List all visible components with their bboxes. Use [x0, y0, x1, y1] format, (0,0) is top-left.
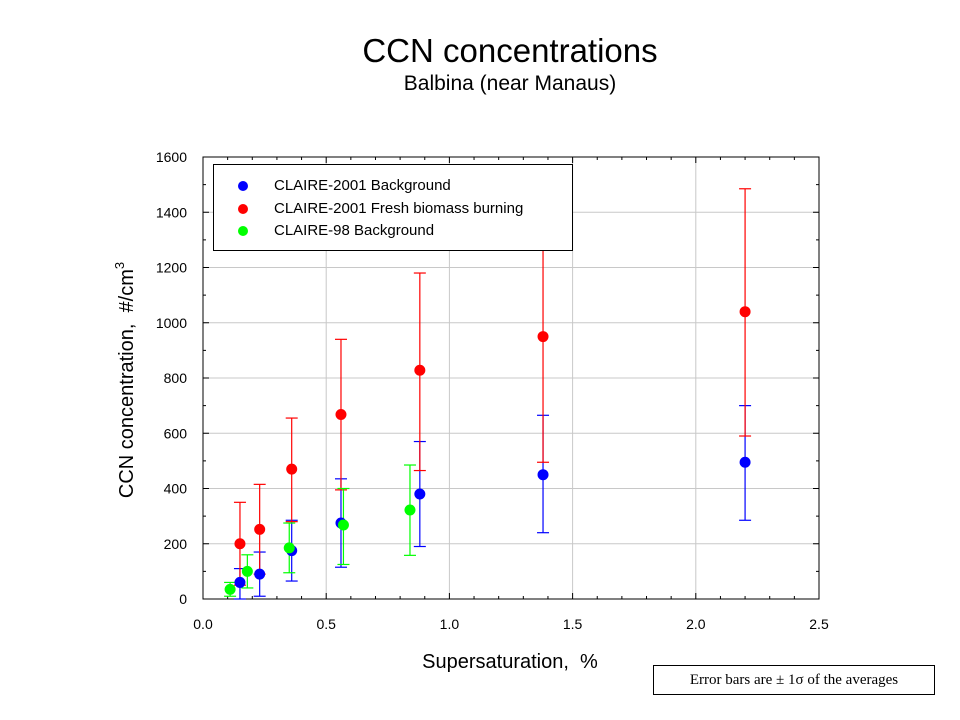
y-tick-label-2: 400	[164, 481, 188, 497]
legend-item-1: CLAIRE-2001 Fresh biomass burning	[214, 198, 572, 220]
legend-label-2: CLAIRE-98 Background	[274, 222, 435, 239]
x-tick-label-4: 2.0	[686, 616, 706, 632]
x-tick-label-5: 2.5	[809, 616, 829, 632]
y-axis-label-superscript: 3	[112, 262, 127, 269]
legend-label-1: CLAIRE-2001 Fresh biomass burning	[274, 200, 524, 217]
data-point-s0-p0	[234, 576, 246, 588]
data-point-s1-p4	[414, 364, 426, 376]
data-point-s0-p6	[739, 456, 751, 468]
chart-subtitle: Balbina (near Manaus)	[403, 72, 617, 95]
y-axis-label-text: CCN concentration, #/cm	[116, 269, 138, 498]
chart-title: CCN concentrations	[362, 32, 658, 69]
x-axis-label: Supersaturation, %	[422, 651, 598, 673]
data-point-s2-p1	[241, 565, 253, 577]
data-point-s1-p6	[739, 306, 751, 318]
legend-label-0: CLAIRE-2001 Background	[274, 177, 451, 194]
data-point-s2-p0	[224, 583, 236, 595]
data-point-s0-p5	[537, 469, 549, 481]
data-point-s1-p0	[234, 538, 246, 550]
y-tick-label-1: 200	[164, 536, 188, 552]
data-point-s2-p3	[337, 519, 349, 531]
data-point-s2-p4	[404, 504, 416, 516]
y-tick-label-5: 1000	[156, 315, 187, 331]
y-tick-label-3: 600	[164, 425, 188, 441]
y-tick-label-8: 1600	[156, 149, 187, 165]
legend-item-0: CLAIRE-2001 Background	[214, 175, 572, 197]
data-point-s2-p2	[283, 542, 295, 554]
y-axis-label: CCN concentration, #/cm3	[112, 262, 138, 498]
x-tick-label-0: 0.0	[193, 616, 213, 632]
x-tick-label-1: 0.5	[316, 616, 336, 632]
x-tick-label-2: 1.0	[440, 616, 460, 632]
legend-marker-2	[238, 226, 248, 236]
legend-marker-1	[238, 204, 248, 214]
legend-item-2: CLAIRE-98 Background	[214, 220, 572, 242]
y-tick-label-0: 0	[179, 591, 187, 607]
data-point-s1-p3	[335, 408, 347, 420]
data-point-s1-p1	[254, 523, 266, 535]
data-point-s1-p2	[286, 463, 298, 475]
y-tick-label-4: 800	[164, 370, 188, 386]
y-tick-label-6: 1200	[156, 260, 187, 276]
chart-legend: CLAIRE-2001 Background CLAIRE-2001 Fresh…	[213, 164, 573, 251]
data-point-s0-p1	[254, 568, 266, 580]
error-bar-note: Error bars are ± 1σ of the averages	[653, 665, 935, 695]
x-tick-label-3: 1.5	[563, 616, 583, 632]
data-point-s1-p5	[537, 331, 549, 343]
y-tick-label-7: 1400	[156, 204, 187, 220]
legend-marker-0	[238, 181, 248, 191]
data-point-s0-p4	[414, 488, 426, 500]
